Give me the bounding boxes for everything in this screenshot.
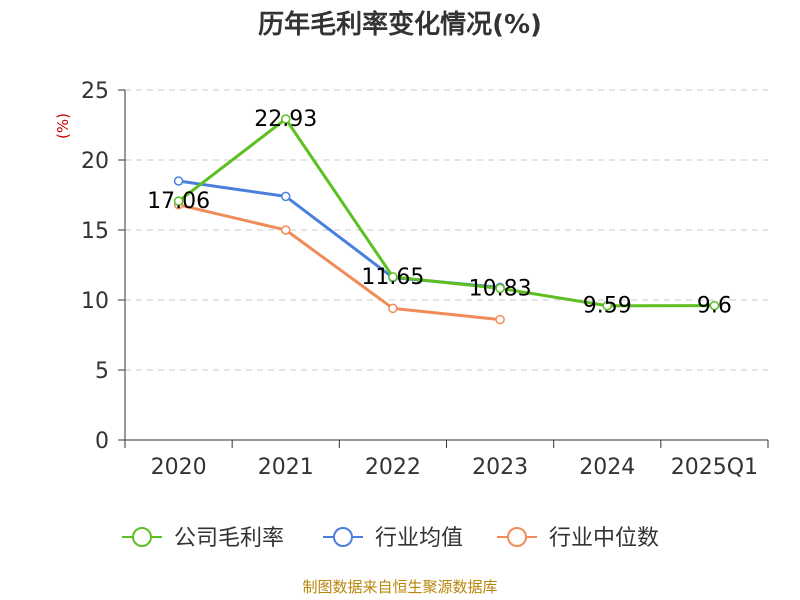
x-tick-label: 2023 — [472, 455, 528, 480]
legend-item: 公司毛利率 — [122, 526, 284, 551]
x-tick-label: 2025Q1 — [671, 455, 758, 480]
series-layer — [173, 114, 720, 325]
grid-lines — [125, 89, 768, 371]
chart-title: 历年毛利率变化情况(%) — [258, 9, 542, 40]
data-point — [281, 225, 291, 235]
data-point — [281, 114, 291, 124]
y-tick-label: 10 — [81, 289, 109, 314]
data-point — [173, 176, 184, 186]
legend-item: 行业中位数 — [497, 526, 659, 551]
x-tick-label: 2024 — [579, 455, 635, 480]
x-tick-label: 2020 — [151, 455, 207, 480]
legend: 公司毛利率 行业均值 行业中位数 — [122, 526, 659, 551]
series-line-2 — [177, 203, 502, 322]
y-tick-label: 25 — [81, 79, 109, 104]
y-tick-label: 5 — [95, 359, 109, 384]
x-tick-label: 2022 — [365, 455, 421, 480]
legend-marker — [132, 527, 152, 547]
data-labels: 17.06 22.93 11.65 10.83 9.59 9.6 — [147, 107, 732, 319]
axes: 0 5 10 15 20 25 2020 2021 2022 2023 2024 2025Q1 — [81, 79, 769, 480]
legend-label: 公司毛利率 — [174, 526, 284, 551]
data-label: 11.65 — [361, 265, 424, 290]
data-label: 10.83 — [469, 276, 532, 301]
legend-label: 行业中位数 — [549, 526, 659, 551]
legend-item: 行业均值 — [323, 526, 463, 551]
y-unit-label: (%) — [54, 113, 72, 139]
data-point — [388, 272, 398, 282]
data-point — [281, 191, 291, 202]
data-point — [602, 300, 612, 311]
y-tick-label: 20 — [81, 149, 109, 174]
y-tick-label: 0 — [95, 429, 109, 454]
data-label: 17.06 — [147, 189, 210, 214]
source-note: 制图数据来自恒生聚源数据库 — [302, 578, 497, 596]
data-point — [173, 196, 184, 206]
y-tick-label: 15 — [81, 219, 109, 244]
data-point — [709, 300, 720, 311]
series-line-0 — [177, 117, 716, 308]
data-point — [388, 303, 398, 314]
data-point — [495, 283, 505, 294]
legend-marker — [507, 527, 527, 547]
data-label: 9.59 — [583, 294, 632, 319]
data-label: 9.6 — [697, 294, 732, 319]
data-point — [495, 314, 505, 325]
x-tick-label: 2021 — [258, 455, 314, 480]
data-label: 22.93 — [254, 107, 317, 132]
legend-marker — [333, 527, 353, 547]
legend-label: 行业均值 — [375, 526, 463, 551]
